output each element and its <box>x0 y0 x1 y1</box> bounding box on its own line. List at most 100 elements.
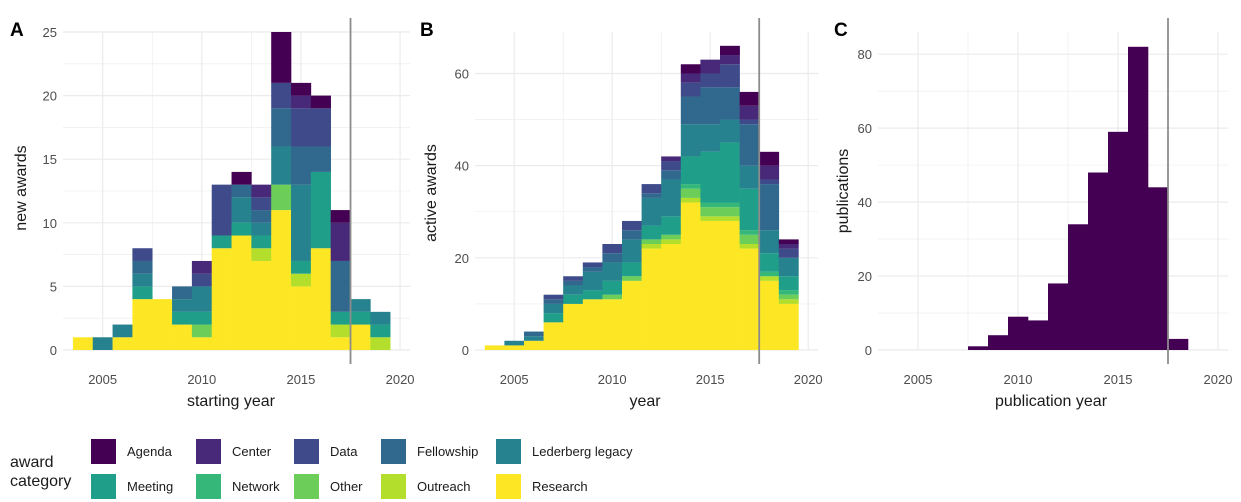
panel-a-bar-other-2014 <box>271 184 292 211</box>
panel-a-bar-agenda-2016 <box>310 95 331 109</box>
panel-b-bar-meeting-2016 <box>720 142 740 203</box>
panel-b-bar-research-2015 <box>700 220 721 350</box>
panel-a-xtick-label: 2005 <box>88 372 117 387</box>
panel-b-bar-lederberg-legacy-2018 <box>759 230 780 254</box>
panel-b-bar-research-2014 <box>680 202 701 350</box>
panel-a-bar-data-2010 <box>191 273 213 287</box>
panel-b-ytick-label: 60 <box>455 66 469 81</box>
panel-b-bar-data-2012 <box>641 184 662 194</box>
panel-a-bar-center-2017 <box>330 222 351 261</box>
panel-a-bar-research-2009 <box>172 324 193 350</box>
panel-b-bar-research-2008 <box>563 303 584 350</box>
panel-b-bar-other-2011 <box>622 276 642 281</box>
panel-a: A 2005 2010 2015 2020 0 5 10 15 20 25 starting ye… <box>10 18 415 410</box>
panel-b-bar-fellowship-2018 <box>759 184 780 231</box>
panel-a-bar-meeting-2019 <box>370 324 391 338</box>
panel-a-bar-research-2016 <box>310 248 331 350</box>
panel-a-bar-data-2013 <box>251 197 272 211</box>
panel-a-bar-lederberg-legacy-2010 <box>191 286 213 312</box>
panel-b-bar-meeting-2015 <box>700 151 721 203</box>
panel-a-bar-meeting-2009 <box>172 311 193 325</box>
legend-swatch-meeting <box>91 474 116 499</box>
panel-a-ytick-label: 25 <box>43 25 57 40</box>
panel-b-bar-center-2016 <box>720 55 740 65</box>
legend-swatch-fellowship <box>381 439 406 464</box>
legend-title-line2: category <box>10 473 71 490</box>
panel-b-bar-agenda-2017 <box>739 91 760 106</box>
panel-b-bar-center-2018 <box>759 165 780 180</box>
panel-c-ytick-label: 40 <box>858 195 872 210</box>
panel-b-bar-fellowship-2008 <box>563 280 584 286</box>
panel-b-bar-outreach-2013 <box>661 239 682 244</box>
panel-c-xtick-label: 2020 <box>1204 372 1233 387</box>
panel-c-ytick-label: 0 <box>865 343 872 358</box>
panel-b-bar-research-2012 <box>641 248 662 350</box>
panel-b-ytick-label: 20 <box>455 251 469 266</box>
panel-a-bar-data-2007 <box>132 248 153 261</box>
panel-a-ytick-label: 5 <box>50 279 57 294</box>
panel-a-bar-outreach-2013 <box>251 248 272 261</box>
legend-items: Agenda Center Data Fellowship Lederberg lega… <box>91 439 633 499</box>
panel-c-ylabel: publications <box>835 149 852 234</box>
panel-c-plot: 2005 2010 2015 2020 0 20 40 60 80 <box>858 18 1233 387</box>
panel-b-bar-data-2017 <box>739 119 760 125</box>
panel-b-bar-research-2016 <box>720 220 740 350</box>
legend-swatch-outreach <box>381 474 406 499</box>
panel-b-bar-other-2016 <box>720 207 740 217</box>
panel-b-bar-data-2011 <box>622 220 642 231</box>
panel-a-bar-research-2013 <box>251 260 272 350</box>
panel-b-bar-meeting-2007 <box>543 313 564 323</box>
panel-b-bar-outreach-2012 <box>641 244 662 249</box>
legend-label-fellowship: Fellowship <box>417 444 478 459</box>
panel-a-ytick-label: 15 <box>43 152 57 167</box>
panel-b-bar-other-2015 <box>700 207 721 217</box>
panel-c-bar-publications-2014 <box>1088 172 1109 350</box>
legend-swatch-data <box>294 439 319 464</box>
panel-b-bar-agenda-2018 <box>759 151 780 166</box>
panel-a-bar-data-2011 <box>211 184 232 236</box>
panel-b-bar-research-2018 <box>759 280 780 350</box>
panel-b-bar-data-2014 <box>680 82 701 97</box>
panel-b-xlabel: year <box>629 393 661 410</box>
legend-label-agenda: Agenda <box>127 444 173 459</box>
panel-a-ylabel: new awards <box>13 145 30 230</box>
panel-a-bar-center-2010 <box>191 260 213 274</box>
panel-c-bar-publications-2012 <box>1048 283 1069 350</box>
panel-b-bar-lederberg-legacy-2014 <box>680 124 701 157</box>
panel-b-bar-research-2017 <box>739 248 760 350</box>
panel-b-bar-network-2018 <box>759 271 780 277</box>
panel-c-xtick-label: 2010 <box>1004 372 1033 387</box>
panel-b-bar-data-2013 <box>661 161 682 171</box>
panel-a-bar-meeting-2007 <box>132 286 153 300</box>
panel-b-xtick-label: 2010 <box>598 372 627 387</box>
panel-c-bar-publications-2011 <box>1028 320 1049 350</box>
panel-c-bar-publications-2008 <box>968 346 989 350</box>
legend-label-center: Center <box>232 444 272 459</box>
panel-a-bar-meeting-2016 <box>310 171 331 249</box>
panel-b-bar-lederberg-legacy-2019 <box>778 257 799 277</box>
panel-b-bar-lederberg-legacy-2011 <box>622 239 642 263</box>
panel-a-ytick-label: 0 <box>50 343 57 358</box>
panel-a-bar-lederberg-legacy-2012 <box>231 197 252 223</box>
panel-b-bar-fellowship-2006 <box>524 331 544 337</box>
panel-b-bar-research-2019 <box>778 303 799 350</box>
legend-label-network: Network <box>232 479 280 494</box>
panel-b-bar-fellowship-2014 <box>680 96 701 125</box>
panel-b-bar-fellowship-2015 <box>700 87 721 125</box>
panel-b-ytick-label: 40 <box>455 159 469 174</box>
panel-b-bar-lederberg-legacy-2017 <box>739 165 760 189</box>
legend-label-other: Other <box>330 479 363 494</box>
panel-b-bar-research-2010 <box>602 299 623 350</box>
panel-a-bar-fellowship-2012 <box>231 184 252 198</box>
panel-a-bar-lederberg-legacy-2006 <box>112 324 133 338</box>
panel-c-bar-publications-2017 <box>1148 187 1169 350</box>
panel-a-bar-meeting-2017 <box>330 311 351 325</box>
legend-swatch-center <box>196 439 221 464</box>
legend-swatch-network <box>196 474 221 499</box>
panel-c-ytick-label: 80 <box>858 47 872 62</box>
panel-b-bar-data-2007 <box>543 294 564 300</box>
panel-b-bar-network-2015 <box>700 202 721 208</box>
panel-a-bar-lederberg-legacy-2014 <box>271 146 292 185</box>
panel-c-xlabel: publication year <box>995 393 1108 410</box>
